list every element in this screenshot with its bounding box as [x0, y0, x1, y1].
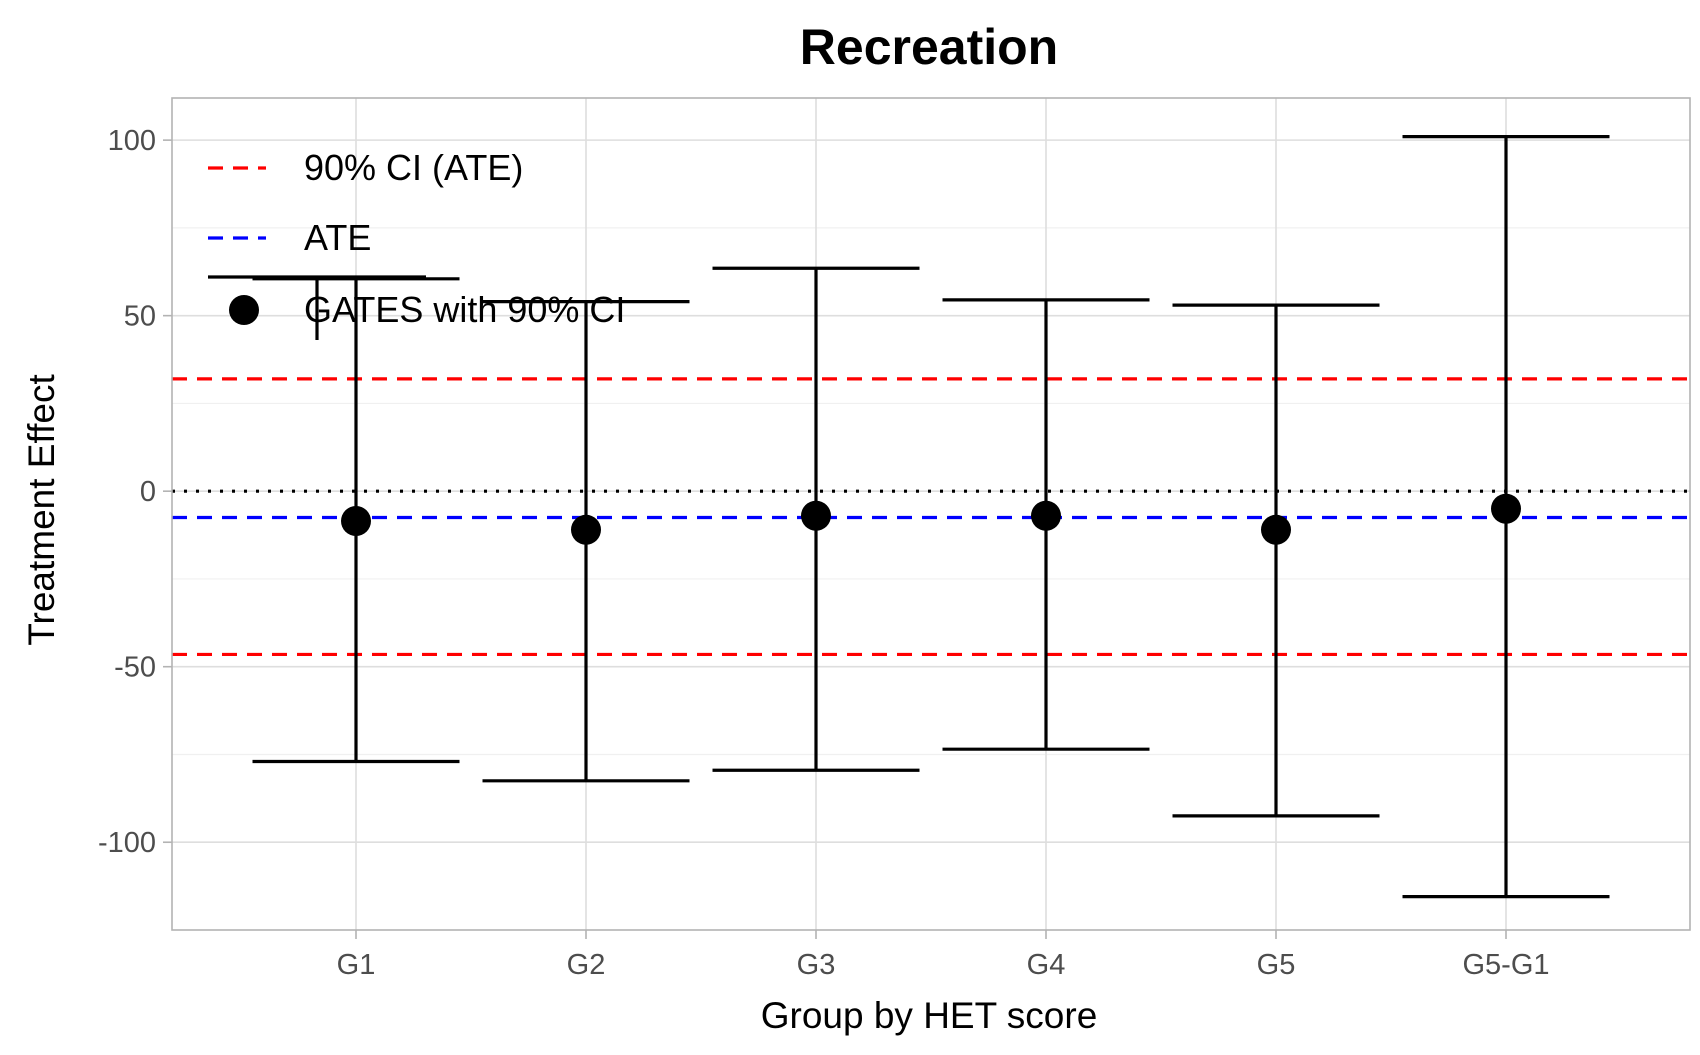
reference-lines — [172, 377, 1690, 657]
gates-point — [1491, 493, 1521, 524]
y-tick-label: -100 — [98, 827, 156, 859]
legend-entry-1: ATE — [208, 217, 371, 258]
gates-mark-g5 — [1172, 303, 1380, 818]
y-tick-label: 0 — [140, 476, 156, 508]
plot-background — [172, 98, 1690, 930]
legend-key-point — [229, 295, 259, 325]
plot-panel — [172, 98, 1690, 930]
gates-mark-g4 — [942, 298, 1150, 751]
x-tick-label: G5 — [1257, 949, 1296, 981]
x-tick-label: G4 — [1027, 949, 1066, 981]
chart-title: Recreation — [800, 19, 1058, 75]
gates-point — [341, 506, 371, 537]
x-tick-label: G5-G1 — [1462, 949, 1549, 981]
legend-entry-0: 90% CI (ATE) — [208, 147, 523, 188]
y-axis-title: Treatment Effect — [21, 374, 62, 646]
gates-point — [1261, 514, 1291, 545]
gates-point — [1031, 500, 1061, 531]
legend-label: ATE — [304, 217, 371, 258]
legend-entry-2: GATES with 90% CI — [208, 275, 625, 340]
legend: 90% CI (ATE) ATE GATES with 90% CI — [208, 147, 625, 340]
x-tick-label: G1 — [337, 949, 376, 981]
gates-mark-g3 — [712, 266, 920, 772]
gates-mark-g1 — [252, 277, 460, 764]
gates-mark-g5-g1 — [1402, 135, 1610, 899]
legend-label: 90% CI (ATE) — [304, 147, 523, 188]
gates-mark-g2 — [482, 300, 690, 783]
y-tick-label: -50 — [114, 652, 156, 684]
legend-label: GATES with 90% CI — [304, 289, 625, 330]
x-tick-label: G2 — [567, 949, 606, 981]
gates-series — [252, 135, 1610, 899]
gates-point — [801, 500, 831, 531]
x-axis-title: Group by HET score — [761, 995, 1098, 1036]
gates-point — [571, 514, 601, 545]
axes: 100 50 0 -50 -100 G1 G2 G3 G4 G5 G5-G1 — [98, 97, 1691, 981]
x-tick-label: G3 — [797, 949, 836, 981]
y-tick-label: 50 — [124, 301, 156, 333]
plot-border — [171, 97, 1691, 931]
y-tick-label: 100 — [108, 125, 156, 157]
